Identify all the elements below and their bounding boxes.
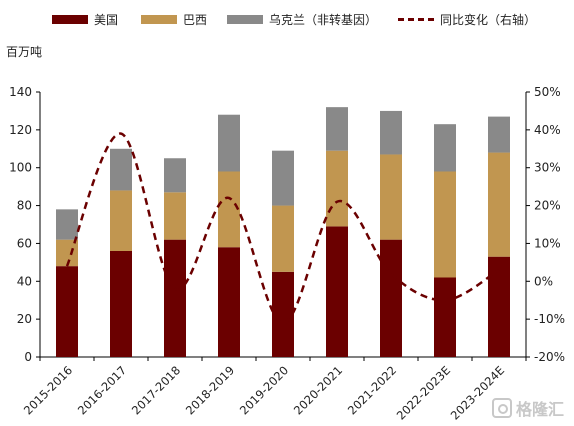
x-tick-label: 2016-2017 — [75, 363, 129, 417]
y-left-tick-label: 80 — [17, 199, 32, 213]
legend-swatch-ukraine — [227, 14, 263, 24]
y-left-tick-label: 0 — [24, 350, 32, 364]
y-right-tick-label: 30% — [534, 161, 561, 175]
legend-label-brazil: 巴西 — [183, 12, 208, 27]
x-tick-label: 2021-2022 — [345, 363, 399, 417]
bar-us-2023-2024E — [488, 256, 510, 357]
bar-brazil-2016-2017 — [110, 190, 132, 251]
bar-brazil-2017-2018 — [164, 192, 186, 240]
bar-us-2022-2023E — [434, 277, 456, 357]
bar-ukraine-2023-2024E — [488, 116, 510, 153]
y-right-tick-label: 40% — [534, 123, 561, 137]
legend-item-ukraine: 乌克兰（非转基因） — [227, 8, 377, 30]
y-left-tick-label: 100 — [9, 161, 32, 175]
y-left-tick-label: 120 — [9, 123, 32, 137]
bar-us-2017-2018 — [164, 239, 186, 357]
legend-swatch-us — [52, 14, 88, 24]
bar-us-2021-2022 — [380, 239, 402, 357]
y-left-tick-label: 40 — [17, 274, 32, 288]
bar-brazil-2023-2024E — [488, 152, 510, 257]
bar-brazil-2021-2022 — [380, 154, 402, 240]
legend-swatch-brazil — [141, 14, 177, 24]
legend-item-us: 美国 — [52, 8, 118, 30]
x-tick-label: 2019-2020 — [237, 363, 291, 417]
watermark-logo-icon — [491, 398, 512, 418]
bar-ukraine-2019-2020 — [272, 150, 294, 206]
legend: 美国 巴西 乌克兰（非转基因） 同比变化（右轴） — [0, 8, 574, 30]
bar-brazil-2022-2023E — [434, 171, 456, 278]
watermark-text: 格隆汇 — [515, 400, 564, 419]
legend-item-brazil: 巴西 — [141, 8, 207, 30]
bar-us-2019-2020 — [272, 271, 294, 357]
bar-brazil-2018-2019 — [218, 171, 240, 248]
y-right-tick-label: -10% — [534, 312, 565, 326]
legend-label-us: 美国 — [94, 12, 119, 27]
x-tick-label: 2015-2016 — [21, 363, 75, 417]
y-right-tick-label: 20% — [534, 199, 561, 213]
bar-ukraine-2017-2018 — [164, 158, 186, 193]
y-right-tick-label: 0% — [534, 274, 553, 288]
legend-label-yoy: 同比变化（右轴） — [440, 12, 537, 27]
bar-us-2020-2021 — [326, 226, 348, 357]
yoy-line — [65, 132, 500, 325]
x-tick-label: 2017-2018 — [129, 363, 183, 417]
bar-brazil-2015-2016 — [56, 239, 78, 267]
bar-ukraine-2015-2016 — [56, 209, 78, 240]
x-tick-label: 2022-2023E — [394, 363, 453, 422]
bar-brazil-2020-2021 — [326, 150, 348, 227]
legend-label-ukraine: 乌克兰（非转基因） — [269, 12, 378, 27]
bar-brazil-2019-2020 — [272, 205, 294, 272]
bar-us-2016-2017 — [110, 251, 132, 357]
legend-swatch-yoy — [398, 17, 434, 21]
unit-label: 百万吨 — [6, 45, 43, 59]
y-left-tick-label: 140 — [9, 85, 32, 99]
y-left-tick-label: 60 — [17, 236, 32, 250]
bar-ukraine-2022-2023E — [434, 124, 456, 172]
y-right-tick-label: -20% — [534, 350, 565, 364]
watermark: 格隆汇 — [491, 396, 564, 420]
bar-us-2018-2019 — [218, 247, 240, 357]
legend-item-yoy: 同比变化（右轴） — [398, 8, 536, 30]
y-right-tick-label: 50% — [534, 85, 561, 99]
bar-ukraine-2016-2017 — [110, 148, 132, 191]
y-left-tick-label: 20 — [17, 312, 32, 326]
bar-us-2015-2016 — [56, 266, 78, 357]
bar-ukraine-2021-2022 — [380, 110, 402, 155]
y-right-tick-label: 10% — [534, 236, 561, 250]
bar-ukraine-2020-2021 — [326, 107, 348, 151]
x-tick-label: 2018-2019 — [183, 363, 237, 417]
x-tick-label: 2020-2021 — [291, 363, 345, 417]
bar-ukraine-2018-2019 — [218, 114, 240, 172]
